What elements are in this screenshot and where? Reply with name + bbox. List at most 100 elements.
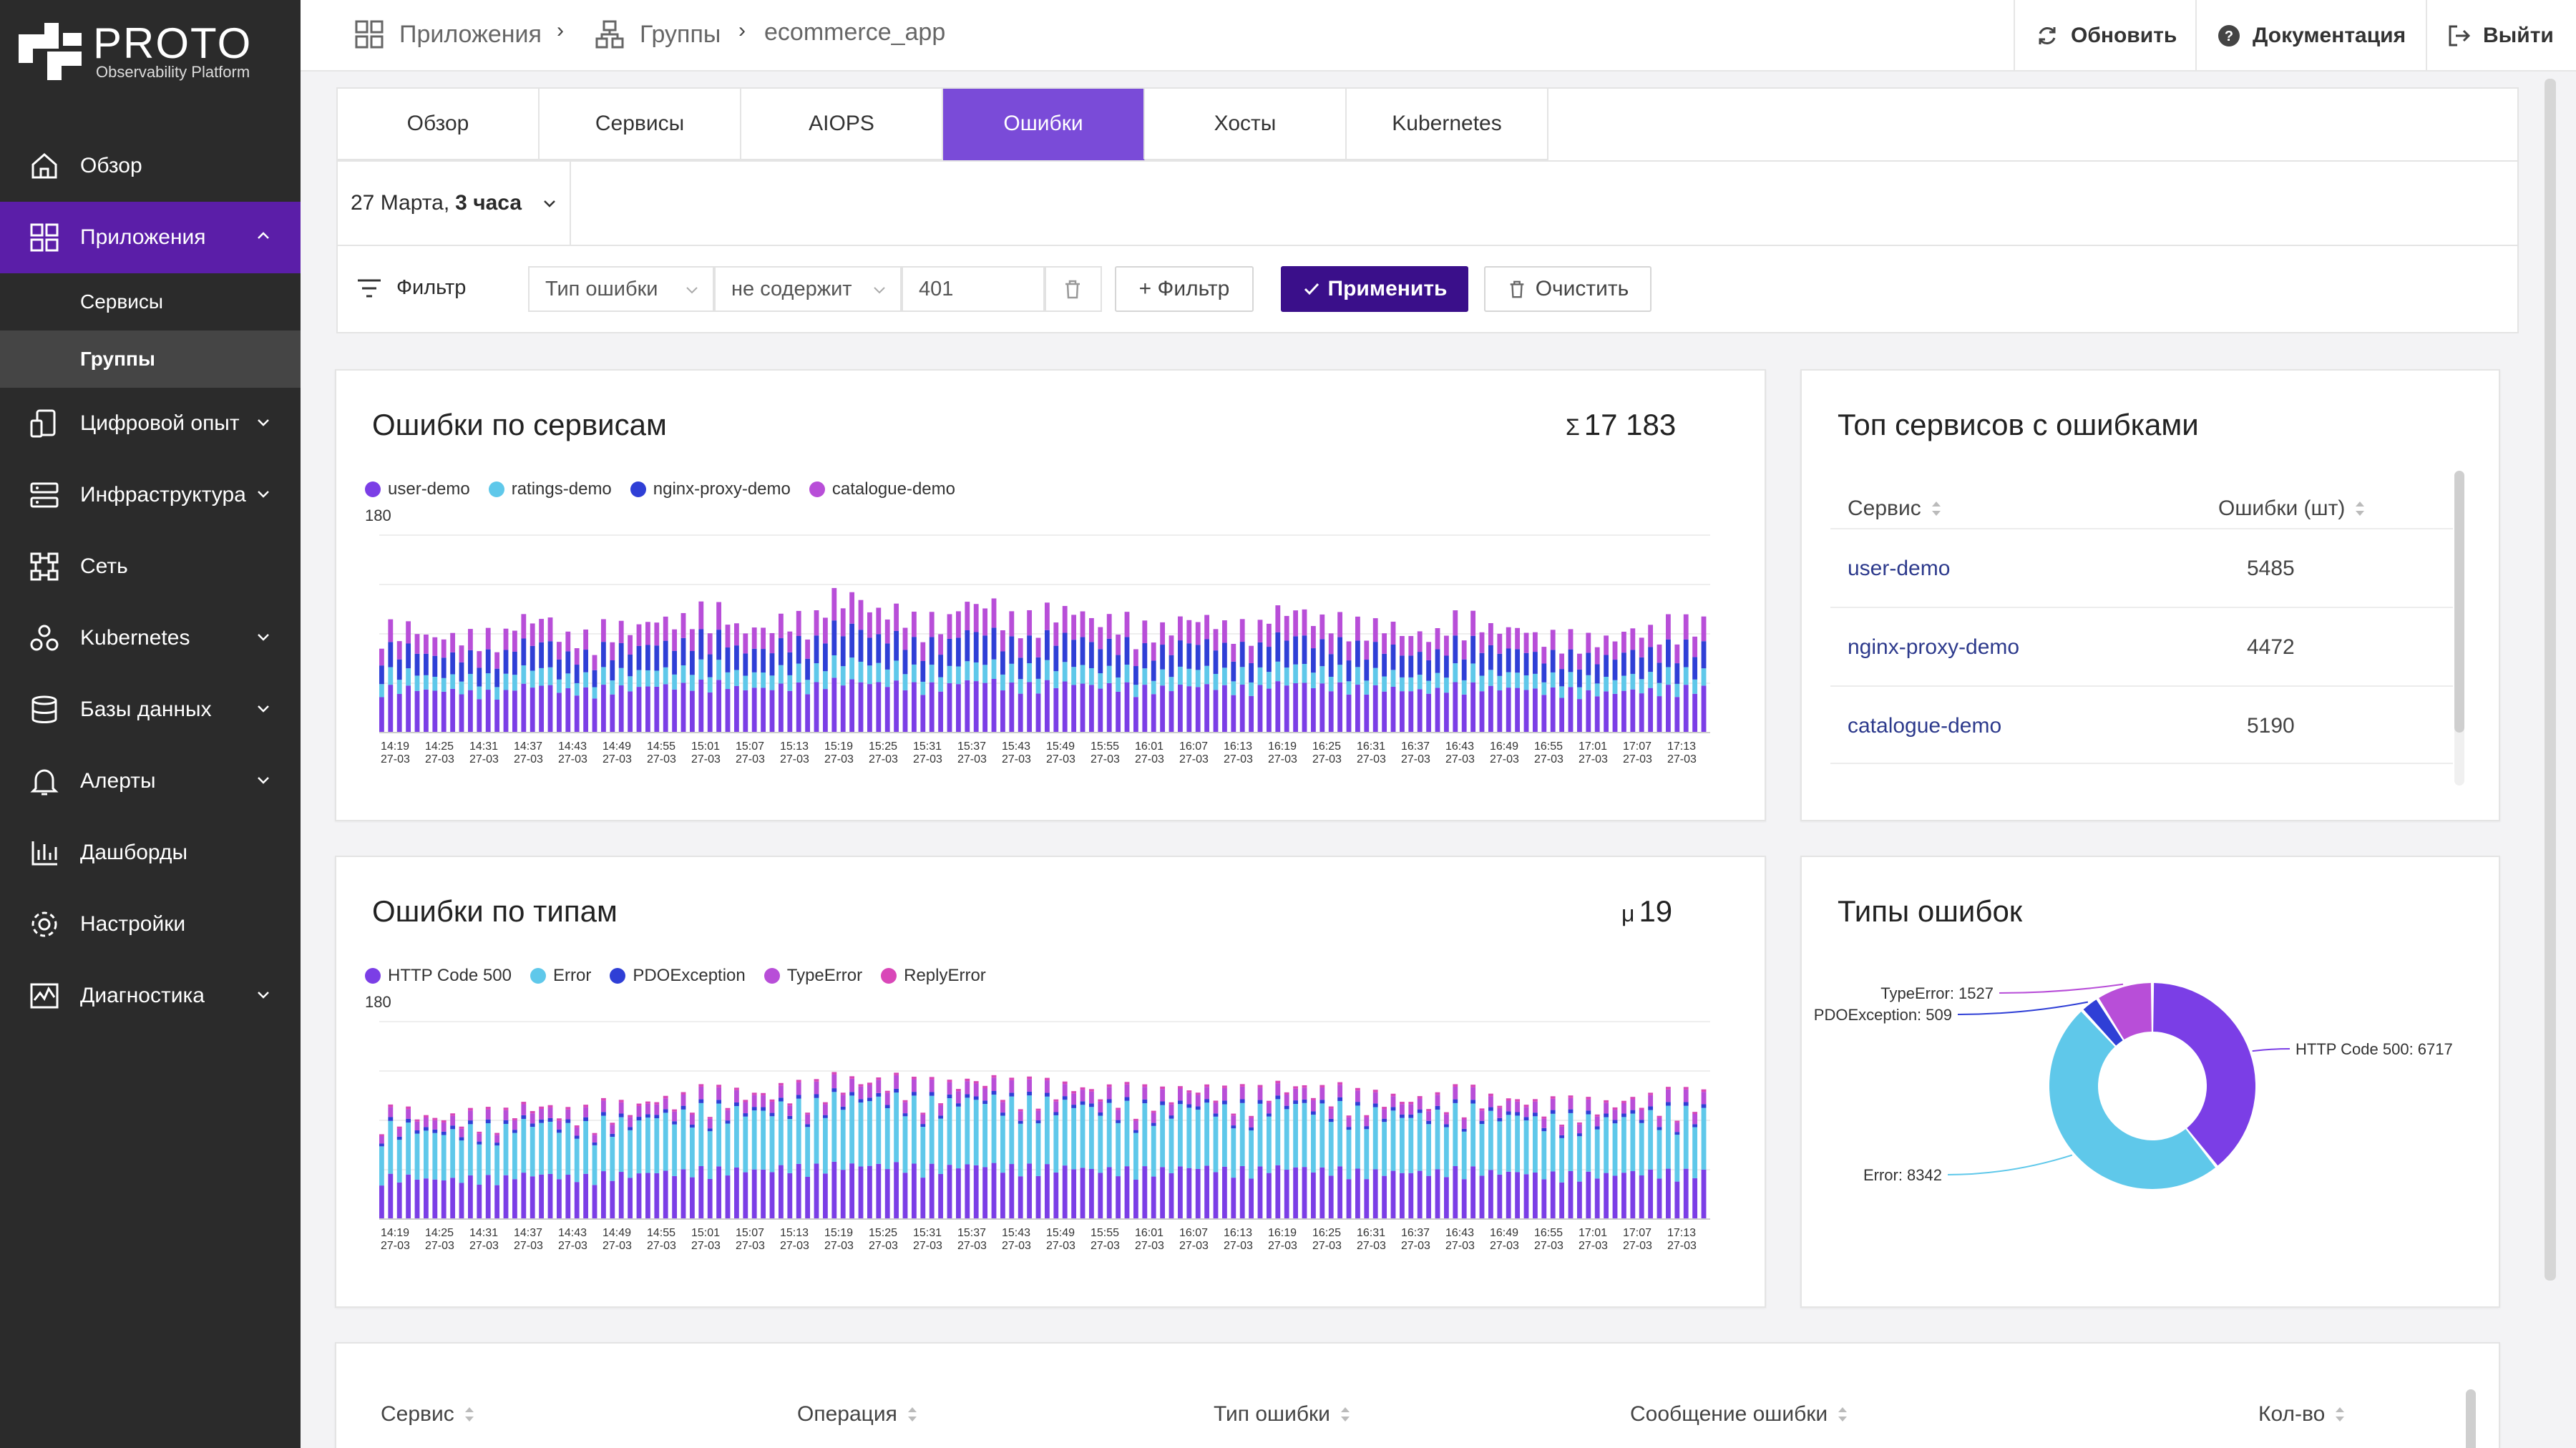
legend-item[interactable]: TypeError bbox=[763, 966, 862, 986]
add-filter-button[interactable]: + Фильтр bbox=[1115, 266, 1254, 312]
legend-item[interactable]: nginx-proxy-demo bbox=[630, 479, 791, 499]
legend-item[interactable]: HTTP Code 500 bbox=[365, 966, 512, 986]
sidebar-item-settings[interactable]: Настройки bbox=[0, 889, 301, 960]
x-axis-tick-label: 27-03 bbox=[1623, 1240, 1652, 1252]
bar-segment bbox=[547, 617, 553, 642]
bar-segment bbox=[592, 670, 597, 688]
bar-segment bbox=[574, 648, 580, 665]
legend-item[interactable]: Error bbox=[530, 966, 591, 986]
sidebar-item-digital-experience[interactable]: Цифровой опыт bbox=[0, 388, 301, 459]
sidebar-item-overview[interactable]: Обзор bbox=[0, 130, 301, 202]
logo[interactable]: PROTO Observability Platform bbox=[16, 16, 288, 87]
bar-segment bbox=[565, 688, 571, 733]
page-scrollbar-thumb[interactable] bbox=[2545, 79, 2556, 1281]
bar-segment bbox=[929, 1095, 935, 1164]
service-link[interactable]: catalogue-demo bbox=[1848, 714, 2002, 738]
sidebar-subitem-groups[interactable]: Группы bbox=[0, 331, 301, 388]
filter-value-input[interactable]: 401 bbox=[902, 266, 1045, 312]
scrollbar[interactable] bbox=[2466, 1389, 2476, 1448]
bar-segment bbox=[610, 1133, 615, 1137]
bar-segment bbox=[1497, 690, 1503, 733]
bar-segment bbox=[636, 1103, 642, 1106]
svg-text:?: ? bbox=[2225, 29, 2233, 44]
bar-segment bbox=[1506, 688, 1511, 733]
bar-segment bbox=[1142, 643, 1148, 669]
column-header-operation[interactable]: Операция bbox=[797, 1402, 919, 1427]
filter-field-select[interactable]: Тип ошибки bbox=[528, 266, 714, 312]
bar-segment bbox=[920, 1112, 926, 1115]
filter-delete-button[interactable] bbox=[1045, 266, 1102, 312]
scrollbar-thumb[interactable] bbox=[2454, 471, 2464, 733]
column-header-count[interactable]: Кол-во bbox=[2258, 1402, 2346, 1427]
bar-segment bbox=[1426, 642, 1432, 660]
bar-segment bbox=[610, 1136, 615, 1181]
filter-operator-select[interactable]: не содержит bbox=[714, 266, 902, 312]
bar-segment bbox=[867, 612, 872, 638]
breadcrumb-apps[interactable]: Приложения bbox=[353, 19, 542, 50]
table-row[interactable]: catalogue-demo 5190 bbox=[1830, 685, 2453, 764]
bar-segment bbox=[1089, 617, 1094, 642]
filter-label[interactable]: Фильтр bbox=[356, 276, 466, 300]
bar-segment bbox=[1594, 1129, 1600, 1179]
bar-segment bbox=[592, 1145, 597, 1185]
bar-segment bbox=[645, 1117, 650, 1173]
bar-segment bbox=[920, 681, 926, 695]
tab-aiops[interactable]: AIOPS bbox=[741, 89, 943, 160]
tab-kubernetes[interactable]: Kubernetes bbox=[1347, 89, 1548, 160]
tab-services[interactable]: Сервисы bbox=[540, 89, 741, 160]
sidebar-item-diagnostics[interactable]: Диагностика bbox=[0, 960, 301, 1032]
bar-segment bbox=[965, 661, 970, 680]
bar-segment bbox=[1621, 690, 1626, 733]
divider bbox=[338, 160, 2517, 162]
documentation-button[interactable]: ? Документация bbox=[2195, 0, 2426, 72]
bar-segment bbox=[1195, 670, 1201, 688]
service-link[interactable]: user-demo bbox=[1848, 557, 1951, 580]
legend-item[interactable]: ReplyError bbox=[881, 966, 986, 986]
table-row[interactable]: user-demo 5485 bbox=[1830, 528, 2453, 607]
breadcrumb-groups[interactable]: Группы bbox=[594, 19, 721, 50]
bar-segment bbox=[574, 683, 580, 696]
refresh-button[interactable]: Обновить bbox=[2014, 0, 2195, 72]
sidebar-item-label: Сеть bbox=[80, 554, 128, 578]
legend-item[interactable]: ratings-demo bbox=[488, 479, 612, 499]
bar-segment bbox=[1444, 1124, 1449, 1127]
sidebar-item-infrastructure[interactable]: Инфраструктура bbox=[0, 459, 301, 531]
tab-errors[interactable]: Ошибки bbox=[943, 89, 1145, 160]
date-range-select[interactable]: 27 Марта, 3 часа bbox=[338, 162, 571, 245]
bar-segment bbox=[1461, 640, 1467, 660]
tab-hosts[interactable]: Хосты bbox=[1145, 89, 1347, 160]
x-axis-tick-label: 15:13 bbox=[780, 1227, 809, 1239]
bar-segment bbox=[1488, 645, 1493, 670]
scrollbar[interactable] bbox=[2454, 471, 2464, 786]
sidebar-item-network[interactable]: Сеть bbox=[0, 531, 301, 602]
bar-segment bbox=[751, 1107, 757, 1111]
sidebar-item-kubernetes[interactable]: Kubernetes bbox=[0, 602, 301, 674]
table-row[interactable]: nginx-proxy-demo 4472 bbox=[1830, 607, 2453, 685]
bar-segment bbox=[805, 1124, 811, 1127]
page-scrollbar[interactable] bbox=[2545, 79, 2556, 1281]
tab-overview[interactable]: Обзор bbox=[338, 89, 540, 160]
service-link[interactable]: nginx-proxy-demo bbox=[1848, 635, 2020, 659]
apps-grid-icon bbox=[23, 216, 66, 259]
bar-segment bbox=[521, 614, 527, 639]
bar-segment bbox=[521, 1104, 527, 1115]
sidebar-item-alerts[interactable]: Алерты bbox=[0, 745, 301, 817]
logout-button[interactable]: Выйти bbox=[2426, 0, 2576, 72]
sidebar-subitem-services[interactable]: Сервисы bbox=[80, 290, 164, 313]
column-header-service[interactable]: Сервис bbox=[1848, 496, 1943, 521]
legend-item[interactable]: PDOException bbox=[610, 966, 746, 986]
legend-item[interactable]: user-demo bbox=[365, 479, 470, 499]
bar-segment bbox=[592, 655, 597, 670]
legend-item[interactable]: catalogue-demo bbox=[809, 479, 955, 499]
sidebar-item-apps[interactable]: Приложения bbox=[0, 202, 301, 273]
column-header-errors[interactable]: Ошибки (шт) bbox=[2218, 496, 2366, 521]
sidebar-item-databases[interactable]: Базы данных bbox=[0, 674, 301, 745]
sidebar-item-dashboards[interactable]: Дашборды bbox=[0, 817, 301, 889]
column-header-error-type[interactable]: Тип ошибки bbox=[1214, 1402, 1352, 1427]
apply-button[interactable]: Применить bbox=[1281, 266, 1468, 312]
scrollbar-thumb[interactable] bbox=[2466, 1389, 2476, 1448]
column-header-service[interactable]: Сервис bbox=[381, 1402, 476, 1427]
column-header-error-message[interactable]: Сообщение ошибки bbox=[1630, 1402, 1849, 1427]
bar-segment bbox=[867, 1101, 872, 1166]
clear-button[interactable]: Очистить bbox=[1484, 266, 1652, 312]
